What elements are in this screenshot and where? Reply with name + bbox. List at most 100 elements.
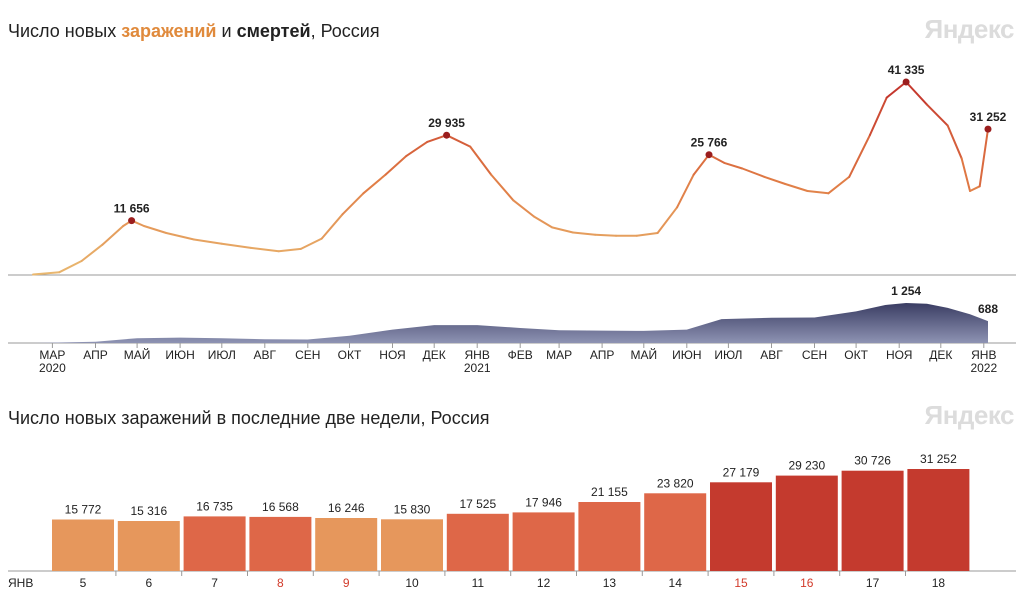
x-tick-label: ОКТ — [338, 348, 362, 362]
yandex-logo-2: Яндекс — [924, 400, 1015, 430]
infections-line-segment — [193, 238, 223, 245]
bar-day-label: 14 — [669, 576, 683, 590]
chart-title-bars: Число новых заражений в последние две не… — [8, 408, 490, 428]
bar-8 — [249, 516, 312, 571]
x-tick-label: АПР — [590, 348, 615, 362]
peak-marker — [443, 131, 451, 139]
infections-line-segment — [848, 133, 871, 178]
x-tick-label: ЯНВ — [465, 348, 490, 362]
infections-line-segment — [723, 161, 744, 170]
x-tick-label: ДЕК — [423, 348, 446, 362]
infections-line-segment — [551, 226, 574, 234]
x-tick-label: НОЯ — [886, 348, 912, 362]
x-tick-label: МАЙ — [630, 347, 657, 362]
x-tick-label: СЕН — [802, 348, 827, 362]
infections-line-segment — [969, 185, 981, 192]
bar-day-label: 11 — [472, 576, 485, 590]
infections-line-segment — [490, 173, 515, 202]
peak-marker — [705, 151, 713, 159]
x-tick-year: 2022 — [970, 361, 997, 375]
bar-day-label: 15 — [734, 576, 748, 590]
bar-month-label: ЯНВ — [8, 576, 33, 590]
x-tick-label: ОКТ — [844, 348, 868, 362]
bar-11 — [446, 513, 509, 571]
bar-day-label: 7 — [211, 576, 218, 590]
peak-marker — [128, 217, 136, 225]
peak-marker — [984, 125, 992, 133]
x-tick-label: МАР — [546, 348, 572, 362]
x-tick-label: МАР — [39, 348, 65, 362]
bar-17 — [841, 470, 904, 571]
bar-12 — [512, 512, 575, 571]
bar-15 — [710, 482, 772, 571]
infections-line-segment — [741, 167, 766, 178]
infections-line-segment — [960, 157, 971, 192]
x-tick-label: АВГ — [760, 348, 783, 362]
bar-value-label: 16 568 — [262, 500, 299, 514]
infections-line-segment — [676, 173, 695, 209]
bar-day-label: 6 — [145, 576, 152, 590]
infections-line-segment — [978, 128, 989, 188]
bar-value-label: 21 155 — [591, 485, 628, 499]
bar-value-label: 29 230 — [788, 459, 825, 473]
bar-day-label: 8 — [277, 576, 284, 590]
x-tick-year: 2021 — [464, 361, 491, 375]
bar-value-label: 16 735 — [196, 499, 233, 513]
bar-7 — [183, 516, 246, 571]
x-tick-label: ИЮН — [165, 348, 194, 362]
x-tick-label: АВГ — [254, 348, 277, 362]
infections-line-segment — [885, 81, 908, 99]
chart-title-main: Число новых заражений и смертей, Россия — [8, 21, 380, 42]
title-part-1: Число новых — [8, 21, 122, 41]
infections-line-segment — [594, 233, 617, 237]
x-tick-label: ИЮН — [672, 348, 701, 362]
infections-value-label: 41 335 — [888, 63, 925, 77]
bar-6 — [117, 521, 180, 571]
bar-value-label: 30 726 — [854, 454, 891, 468]
infections-line-segment — [806, 190, 830, 195]
bar-day-label: 16 — [800, 576, 814, 590]
x-tick-label: ФЕВ — [508, 348, 533, 362]
infections-line-segment — [362, 173, 387, 195]
infections-value-label: 11 656 — [114, 202, 150, 216]
infections-line-segment — [445, 134, 472, 148]
bar-value-label: 27 179 — [723, 465, 760, 479]
infections-line-segment — [320, 213, 344, 240]
bar-day-label: 17 — [866, 576, 880, 590]
infections-line-segment — [143, 225, 168, 234]
infections-line-segment — [635, 232, 659, 237]
x-tick-label: НОЯ — [379, 348, 405, 362]
title-deaths: смертей — [236, 21, 311, 41]
infections-line-segment — [692, 153, 710, 176]
bar-day-label: 9 — [343, 576, 350, 590]
infections-line-segment — [925, 103, 949, 127]
title-part-3: , Россия — [310, 21, 380, 41]
infections-line-segment — [827, 175, 851, 195]
bar-day-label: 10 — [405, 576, 419, 590]
bar-10 — [381, 519, 443, 571]
bar-14 — [644, 493, 707, 571]
title-part-2: и — [216, 21, 237, 41]
infections-line-segment — [80, 243, 104, 262]
bar-value-label: 23 820 — [657, 476, 694, 490]
x-tick-label: СЕН — [295, 348, 320, 362]
peak-marker — [902, 78, 910, 86]
infections-line-segment — [299, 237, 323, 250]
bar-day-label: 18 — [932, 576, 946, 590]
infections-line-segment — [220, 242, 252, 249]
x-tick-label: ИЮЛ — [208, 348, 236, 362]
bar-value-label: 16 246 — [328, 501, 365, 515]
bar-day-label: 12 — [537, 576, 551, 590]
title-infections: заражений — [121, 21, 217, 41]
infections-value-label: 29 935 — [428, 116, 465, 130]
infections-line-segment — [32, 271, 61, 276]
bar-value-label: 15 830 — [394, 502, 431, 516]
infections-line-segment — [869, 96, 888, 136]
infections-line-segment — [763, 175, 787, 185]
yandex-logo: Яндекс — [924, 14, 1015, 44]
bar-value-label: 31 252 — [920, 452, 957, 466]
infections-line-segment — [784, 183, 809, 192]
infections-line-segment — [946, 124, 963, 160]
infections-line-segment — [405, 140, 429, 157]
